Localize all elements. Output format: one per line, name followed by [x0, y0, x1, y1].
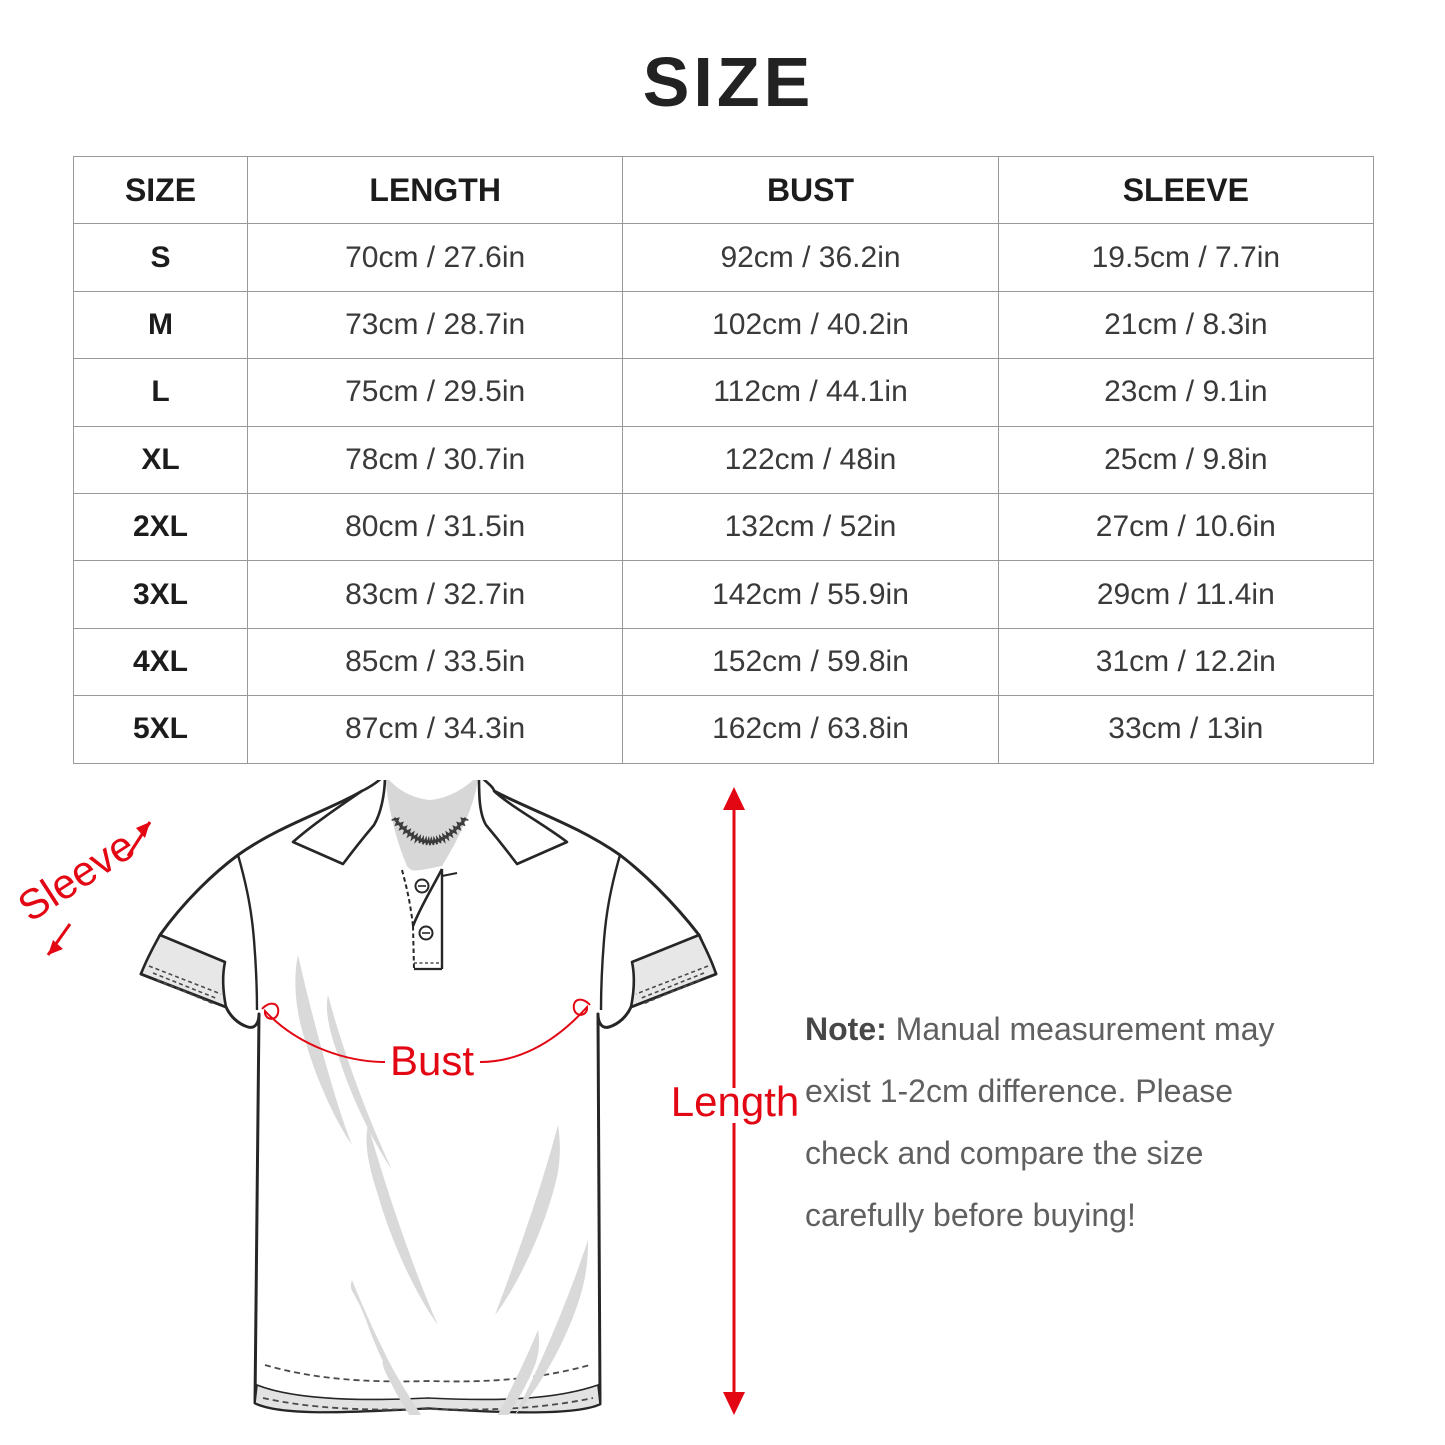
svg-text:Sleeve: Sleeve	[9, 821, 142, 930]
